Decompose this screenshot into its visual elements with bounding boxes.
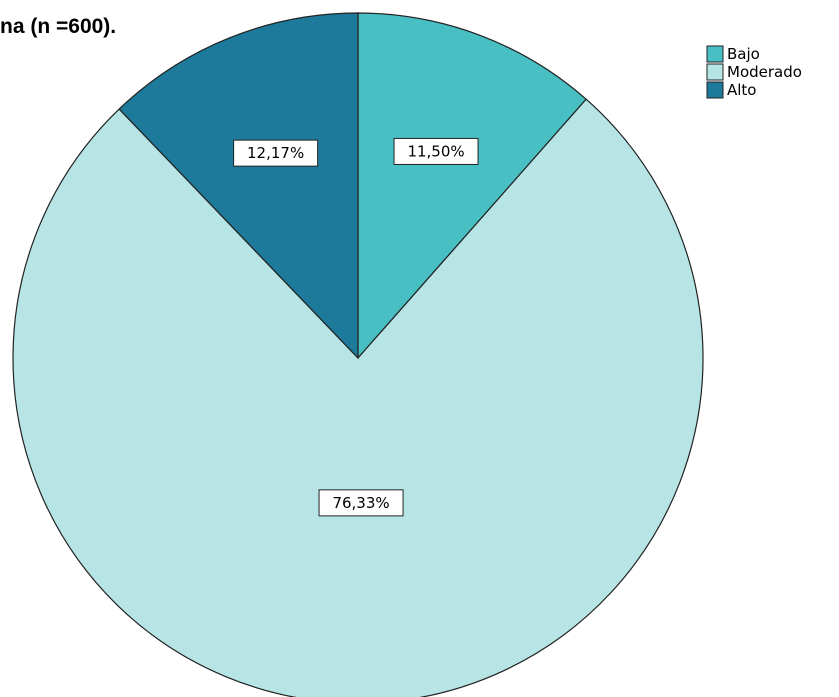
- data-label-text: 12,17%: [247, 144, 304, 162]
- legend-swatch-bajo: [706, 45, 724, 63]
- data-label-bajo: 11,50%: [393, 137, 479, 165]
- legend-swatch-moderado: [706, 63, 724, 81]
- data-label-text: 11,50%: [407, 142, 464, 160]
- data-label-box: [233, 139, 319, 167]
- data-label-alto: 12,17%: [233, 139, 319, 167]
- legend-label-bajo: Bajo: [727, 45, 760, 63]
- chart-title: na (n =600).: [0, 15, 117, 38]
- pie-slice-bajo: [357, 12, 587, 360]
- data-label-text: 76,33%: [332, 494, 389, 512]
- pie-slice-alto: [118, 12, 359, 360]
- legend-label-moderado: Moderado: [727, 63, 802, 81]
- legend-swatch-alto: [706, 81, 724, 99]
- data-label-box: [393, 137, 479, 165]
- legend-label-alto: Alto: [727, 81, 757, 99]
- pie-slice-moderado: [12, 98, 704, 697]
- data-label-box: [318, 489, 404, 517]
- data-label-moderado: 76,33%: [318, 489, 404, 517]
